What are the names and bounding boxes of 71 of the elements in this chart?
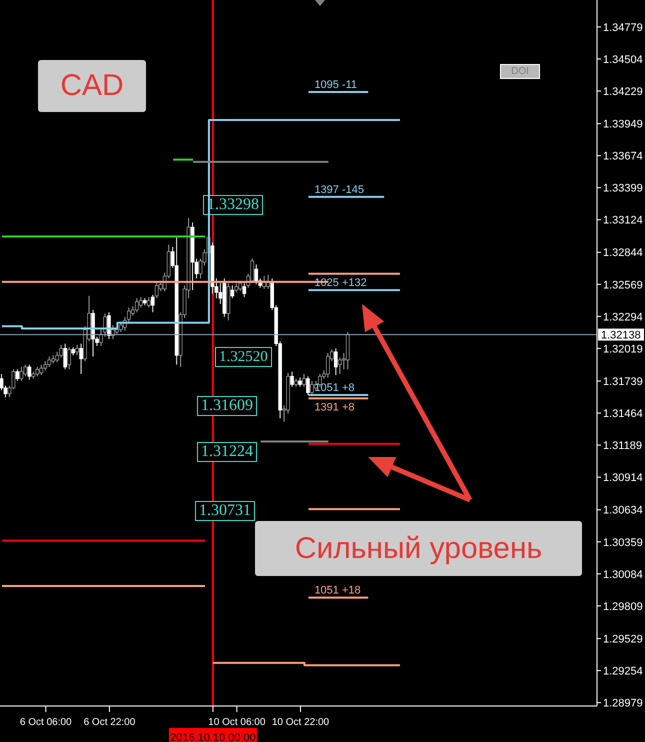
text: CAD bbox=[38, 60, 146, 112]
y-tick-label: 1.31189 bbox=[603, 440, 642, 452]
y-tick-label: 1.30084 bbox=[603, 568, 643, 581]
y-tick-label: 1.33124 bbox=[603, 214, 643, 227]
candlestick bbox=[230, 284, 234, 299]
candlestick bbox=[75, 344, 79, 356]
x-tick-label: 10 Oct 22:00 bbox=[272, 717, 330, 728]
candlestick bbox=[20, 366, 24, 382]
series-label: 1391 +8 bbox=[314, 401, 355, 414]
candlestick bbox=[67, 346, 72, 370]
candlestick bbox=[154, 281, 159, 299]
y-tick-label: 1.32844 bbox=[603, 247, 643, 260]
candlestick bbox=[35, 366, 40, 377]
candlestick bbox=[47, 356, 52, 368]
annotation: DOI bbox=[500, 64, 540, 79]
y-tick-label: 1.28979 bbox=[603, 698, 643, 710]
annotation: 1.31609 bbox=[197, 396, 257, 416]
y-tick-label: 1.30359 bbox=[603, 536, 643, 549]
series-label: 1051 +18 bbox=[314, 584, 361, 597]
y-tick-label: 1.29809 bbox=[603, 600, 643, 613]
annotation: 1.31224 bbox=[197, 442, 257, 462]
candlestick bbox=[290, 371, 294, 388]
y-tick-label: 1.33949 bbox=[603, 118, 643, 131]
candlestick bbox=[146, 296, 151, 308]
annotation: 1.30731 bbox=[195, 501, 255, 521]
candlestick bbox=[59, 344, 64, 358]
series-label: 1051 +8 bbox=[314, 382, 355, 394]
candlestick bbox=[302, 373, 306, 388]
series-label: 1397 -145 bbox=[314, 184, 364, 196]
y-tick-label: 1.33674 bbox=[603, 150, 643, 163]
series-label: 1095 -11 bbox=[314, 79, 358, 92]
y-tick-label: 1.31464 bbox=[603, 408, 643, 420]
series-label: 1025 +132 bbox=[314, 277, 367, 290]
candlestick bbox=[138, 296, 143, 308]
candlestick bbox=[242, 282, 246, 298]
y-tick-label: 1.34779 bbox=[603, 22, 643, 34]
candlestick bbox=[310, 380, 314, 397]
y-tick-label: 1.32569 bbox=[603, 279, 643, 292]
candlestick bbox=[28, 364, 32, 380]
candlestick bbox=[306, 376, 310, 396]
candlestick bbox=[234, 282, 238, 293]
y-tick-label: 1.34229 bbox=[603, 86, 643, 98]
candlestick bbox=[326, 352, 330, 378]
candlestick bbox=[79, 343, 83, 374]
y-tick-label: 1.33399 bbox=[603, 182, 643, 195]
y-tick-label: 1.31739 bbox=[603, 376, 643, 388]
y-tick-label: 1.32294 bbox=[603, 311, 643, 324]
candlestick bbox=[338, 357, 342, 374]
y-tick-label: 1.30634 bbox=[603, 504, 643, 517]
candlestick bbox=[43, 360, 48, 371]
y-tick-label: 1.34504 bbox=[603, 54, 643, 66]
candlestick bbox=[16, 368, 20, 382]
y-tick-label: 1.32019 bbox=[603, 343, 643, 356]
candlestick bbox=[63, 343, 68, 370]
annotation: Сильный уровень bbox=[255, 521, 582, 576]
candlestick bbox=[39, 364, 44, 376]
candlestick bbox=[150, 294, 155, 313]
candlestick bbox=[24, 364, 28, 377]
candlestick bbox=[134, 298, 139, 313]
x-tick-label: 6 Oct 06:00 bbox=[20, 717, 72, 728]
y-tick-label: 1.30914 bbox=[603, 472, 643, 484]
ref-line-label: 1.32138 bbox=[601, 330, 641, 342]
x-tick-label: 10 Oct 06:00 bbox=[208, 717, 266, 728]
y-tick-label: 1.29529 bbox=[603, 633, 643, 646]
candlestick bbox=[111, 324, 115, 340]
y-tick-label: 1.29254 bbox=[603, 665, 643, 678]
x-tick-label: 2016.10.10 00:00 bbox=[170, 732, 256, 742]
annotation: 1.32520 bbox=[215, 347, 272, 367]
candlestick bbox=[298, 376, 302, 388]
candlestick bbox=[334, 348, 338, 376]
x-tick-label: 6 Oct 22:00 bbox=[84, 717, 136, 728]
